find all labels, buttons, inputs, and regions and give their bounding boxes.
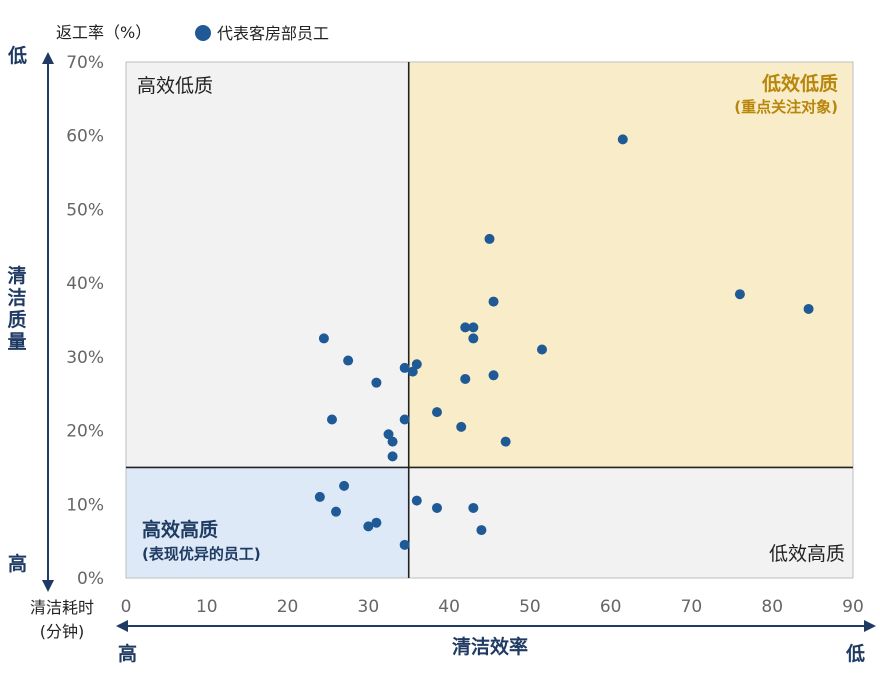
- y-tick-label: 10%: [66, 495, 104, 515]
- y-axis-top-word: 低: [7, 44, 27, 67]
- x-tick-label: 90: [842, 597, 864, 617]
- x-axis-left-word: 高: [118, 642, 137, 665]
- scatter-point: [431, 502, 442, 513]
- scatter-point: [387, 436, 398, 447]
- y-axis-unit-label: 返工率（%）: [56, 23, 151, 42]
- scatter-point: [411, 359, 422, 370]
- scatter-point: [500, 436, 511, 447]
- x-time-title-line1: 清洁耗时: [30, 598, 94, 617]
- x-arrow-head-left: [116, 620, 128, 632]
- scatter-point: [339, 480, 350, 491]
- y-arrow-head-down: [42, 580, 54, 592]
- quadrant-bg-bottom-left: [126, 467, 409, 578]
- quadrant-label-bottom-right: 低效高质: [769, 543, 845, 565]
- x-tick-label: 60: [600, 597, 622, 617]
- scatter-point: [476, 525, 487, 536]
- scatter-point: [803, 303, 814, 314]
- scatter-point: [456, 421, 467, 432]
- scatter-point: [468, 322, 479, 333]
- scatter-point: [488, 296, 499, 307]
- x-time-title-line2: (分钟): [40, 622, 85, 641]
- x-tick-label: 80: [761, 597, 783, 617]
- x-tick-labels: 0 10 20 30 40 50 60 70 80 90: [121, 597, 864, 617]
- y-tick-label: 60%: [66, 127, 104, 147]
- quadrant-label-bottom-left: 高效高质: [142, 518, 218, 541]
- quadrant-bg-top-left: [126, 62, 409, 468]
- x-tick-label: 50: [519, 597, 541, 617]
- quadrant-bg-bottom-right: [408, 467, 853, 578]
- y-tick-label: 30%: [66, 348, 104, 368]
- scatter-point: [484, 233, 495, 244]
- y-axis-bottom-word: 高: [8, 552, 27, 575]
- y-axis-title-char: 清: [7, 264, 26, 287]
- x-tick-label: 0: [121, 597, 132, 617]
- legend-marker: [195, 25, 211, 41]
- scatter-point: [460, 322, 471, 333]
- scatter-point: [363, 521, 374, 532]
- x-tick-label: 40: [438, 597, 460, 617]
- x-tick-label: 10: [196, 597, 218, 617]
- x-axis-right-word: 低: [845, 642, 865, 665]
- quadrant-note-top-right: (重点关注对象): [734, 98, 838, 116]
- x-tick-label: 30: [358, 597, 380, 617]
- scatter-point: [460, 373, 471, 384]
- plot-frame: [125, 61, 854, 579]
- legend-label: 代表客房部员工: [217, 24, 329, 43]
- scatter-point: [468, 502, 479, 513]
- quadrant-label-top-left: 高效低质: [137, 75, 213, 97]
- scatter-point: [399, 414, 410, 425]
- x-axis-title: 清洁效率: [452, 635, 528, 658]
- y-tick-label: 20%: [66, 422, 104, 442]
- y-axis-title-char: 洁: [7, 286, 26, 309]
- scatter-point: [383, 429, 394, 440]
- quadrant-note-bottom-left: (表现优异的员工): [142, 545, 261, 563]
- quadrant-label-top-right: 低效低质: [761, 72, 838, 95]
- scatter-point: [326, 414, 337, 425]
- scatter-point: [314, 491, 325, 502]
- y-tick-label: 70%: [66, 53, 104, 73]
- scatter-point: [343, 355, 354, 366]
- y-axis-title-char: 量: [7, 331, 26, 353]
- scatter-point: [488, 370, 499, 381]
- x-tick-label: 70: [681, 597, 703, 617]
- scatter-point: [371, 377, 382, 388]
- scatter-point: [537, 344, 548, 355]
- scatter-point: [399, 362, 410, 373]
- x-arrow-head-right: [864, 620, 876, 632]
- x-tick-label: 20: [277, 597, 299, 617]
- scatter-point: [318, 333, 329, 344]
- scatter-point: [399, 539, 410, 550]
- scatter-point: [407, 366, 418, 377]
- scatter-point: [617, 134, 628, 145]
- y-tick-label: 40%: [66, 274, 104, 294]
- y-tick-labels: 0% 10% 20% 30% 40% 50% 60% 70%: [66, 53, 104, 589]
- y-arrow-head-up: [42, 52, 54, 64]
- scatter-point: [371, 517, 382, 528]
- quadrant-bg-top-right: [408, 62, 853, 468]
- y-axis-title-char: 质: [7, 309, 26, 331]
- scatter-point: [411, 495, 422, 506]
- data-points: [314, 134, 814, 550]
- y-tick-label: 50%: [66, 200, 104, 220]
- scatter-point: [431, 407, 442, 418]
- scatter-point: [387, 451, 398, 462]
- scatter-point: [331, 506, 342, 517]
- scatter-point: [734, 289, 745, 300]
- scatter-point: [468, 333, 479, 344]
- y-tick-label: 0%: [77, 569, 104, 589]
